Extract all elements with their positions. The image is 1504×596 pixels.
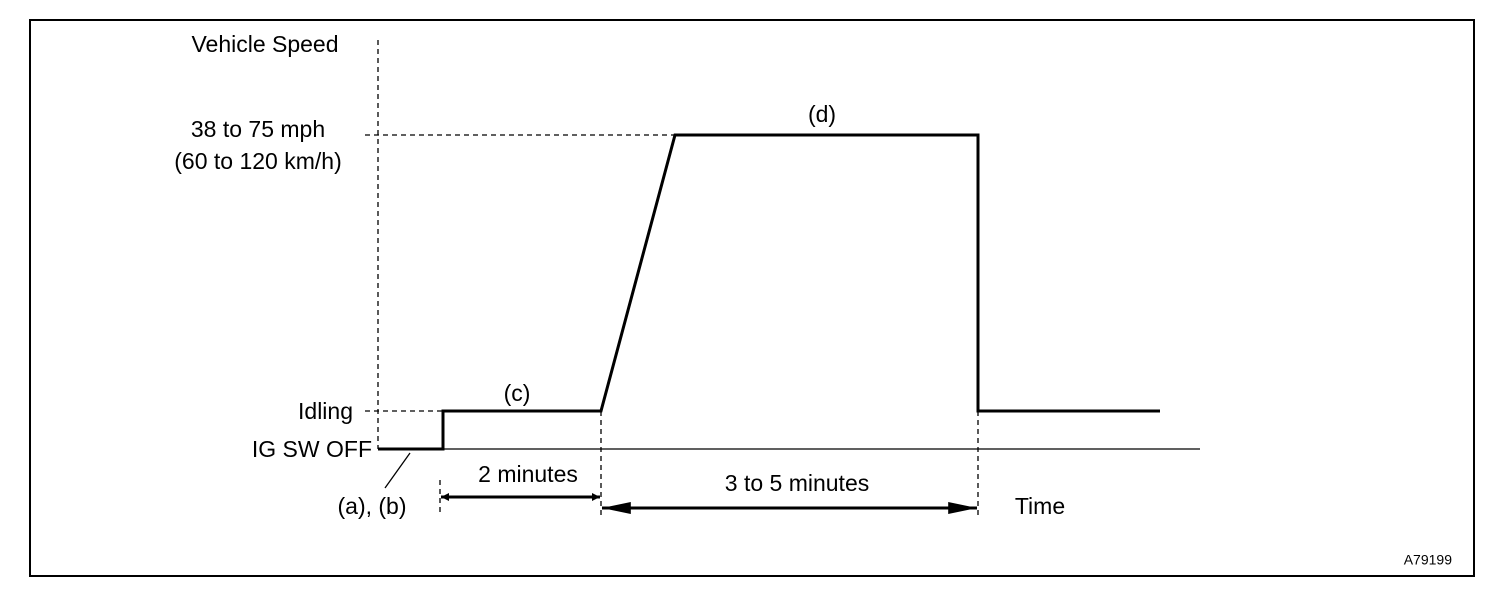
leader-line — [384, 452, 411, 489]
frame — [29, 19, 1475, 577]
figure-code: A79199 — [1404, 552, 1452, 568]
step-label: (d) — [808, 101, 836, 127]
speed-label: 38 to 75 mph — [191, 116, 325, 142]
duration-label: 3 to 5 minutes — [725, 470, 869, 496]
axis-label: Vehicle Speed — [191, 31, 338, 57]
step-label: (a), (b) — [338, 493, 407, 519]
time-label: Time — [1015, 493, 1065, 519]
speed-trace — [378, 133, 1160, 451]
speed-label-metric: (60 to 120 km/h) — [174, 148, 341, 174]
step-label: (c) — [504, 380, 531, 406]
off-label: IG SW OFF — [252, 436, 372, 462]
idle-label: Idling — [298, 398, 353, 424]
duration-label: 2 minutes — [478, 461, 578, 487]
